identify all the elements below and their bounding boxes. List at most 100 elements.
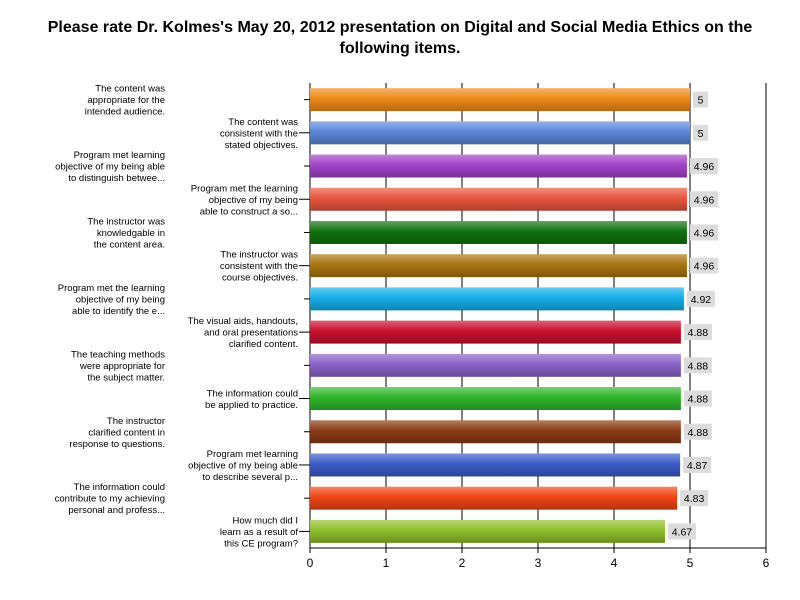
category-label-line: able to construct a so... — [200, 206, 298, 217]
data-label-box — [683, 324, 712, 341]
category-label-line: appropriate for the — [87, 95, 165, 106]
data-label: 4.88 — [688, 327, 709, 339]
data-label-box — [683, 423, 712, 440]
data-label: 4.92 — [691, 294, 712, 306]
data-label-box — [683, 456, 712, 473]
category-label-line: to describe several p... — [202, 472, 298, 483]
category-label-line: Program met learning — [74, 150, 165, 161]
data-label-box — [689, 257, 718, 274]
x-tick-label: 1 — [383, 556, 390, 570]
category-label-line: consistent with the — [220, 261, 298, 272]
category-label-line: consistent with the — [220, 128, 298, 139]
category-label-line: The visual aids, handouts, — [188, 316, 298, 327]
data-labels: 5 5 4.96 4.96 4.96 4.96 4.92 4.88 4.88 4.88 4.88 4.… — [667, 91, 718, 540]
category-label-line: Program met the learning — [58, 283, 165, 294]
data-label: 4.96 — [694, 194, 715, 206]
category-label-line: personal and profess... — [68, 505, 165, 516]
category-label-line: Program met learning — [207, 449, 298, 460]
bar — [310, 154, 687, 178]
x-tick-label: 6 — [763, 556, 770, 570]
data-label: 4.96 — [694, 161, 715, 173]
bar — [310, 121, 690, 145]
category-label-line: intended audience. — [85, 107, 165, 118]
bars — [310, 88, 690, 543]
bar — [310, 519, 665, 543]
bar — [310, 387, 681, 411]
category-label-line: and oral presentations — [204, 328, 298, 339]
data-label: 4.67 — [672, 526, 693, 538]
x-tick-labels: 0 1 2 3 4 5 6 — [307, 556, 770, 570]
data-label-box — [689, 191, 718, 208]
data-label: 4.88 — [688, 427, 709, 439]
x-tick-label: 5 — [687, 556, 694, 570]
category-label-line: knowledgable in — [97, 228, 165, 239]
category-label-line: Program met the learning — [191, 183, 298, 194]
category-label-line: objective of my being able — [188, 460, 298, 471]
bar — [310, 353, 681, 377]
category-label-line: response to questions. — [69, 439, 165, 450]
bar — [310, 187, 687, 211]
chart-title: Please rate Dr. Kolmes's May 20, 2012 pr… — [47, 19, 753, 57]
data-label-box — [693, 124, 708, 141]
category-label-line: The content was — [95, 84, 165, 95]
data-label-box — [689, 158, 718, 175]
data-label-box — [689, 224, 718, 241]
category-label-line: contribute to my achieving — [55, 494, 165, 505]
category-label-line: How much did I — [233, 515, 298, 526]
data-label: 4.88 — [688, 360, 709, 372]
category-label-line: objective of my being — [209, 195, 298, 206]
axes — [299, 83, 767, 553]
category-label-line: were appropriate for — [79, 361, 165, 372]
gridlines — [309, 83, 767, 548]
data-label: 5 — [698, 128, 704, 140]
data-label: 4.96 — [694, 227, 715, 239]
category-label-line: this CE program? — [224, 538, 298, 549]
category-label-line: The instructor was — [87, 216, 165, 227]
category-label-line: the content area. — [94, 239, 165, 250]
bar — [310, 88, 690, 112]
category-label-line: stated objectives. — [225, 140, 298, 151]
category-label-line: The information could — [207, 388, 298, 399]
data-label-box — [680, 490, 709, 507]
category-label-line: The instructor was — [220, 250, 298, 261]
category-label-line: The teaching methods — [71, 349, 165, 360]
category-label-line: the subject matter. — [87, 372, 165, 383]
category-label-line: The content was — [228, 117, 298, 128]
data-label-box — [686, 290, 715, 307]
data-label-box — [667, 523, 696, 540]
data-label-box — [683, 357, 712, 374]
bar — [310, 486, 678, 510]
category-label-line: The information could — [74, 482, 165, 493]
bar — [310, 420, 681, 444]
category-label-line: clarified content in — [88, 427, 165, 438]
bar — [310, 220, 687, 244]
category-label-line: The instructor — [107, 416, 165, 427]
category-label-line: clarified content. — [229, 339, 298, 350]
data-label: 4.87 — [687, 460, 708, 472]
category-label-line: objective of my being able — [55, 162, 165, 173]
category-label: The visual aids, handouts,and oral prese… — [188, 316, 299, 350]
bar — [310, 453, 681, 477]
category-label-line: learn as a result of — [220, 527, 299, 538]
category-label-line: to distinguish betwee... — [68, 173, 165, 184]
data-label: 4.96 — [694, 261, 715, 273]
bar — [310, 287, 684, 311]
x-tick-label: 0 — [307, 556, 314, 570]
data-label-box — [693, 91, 708, 108]
bar — [310, 254, 687, 278]
x-tick-label: 2 — [459, 556, 466, 570]
data-label: 4.83 — [684, 493, 705, 505]
